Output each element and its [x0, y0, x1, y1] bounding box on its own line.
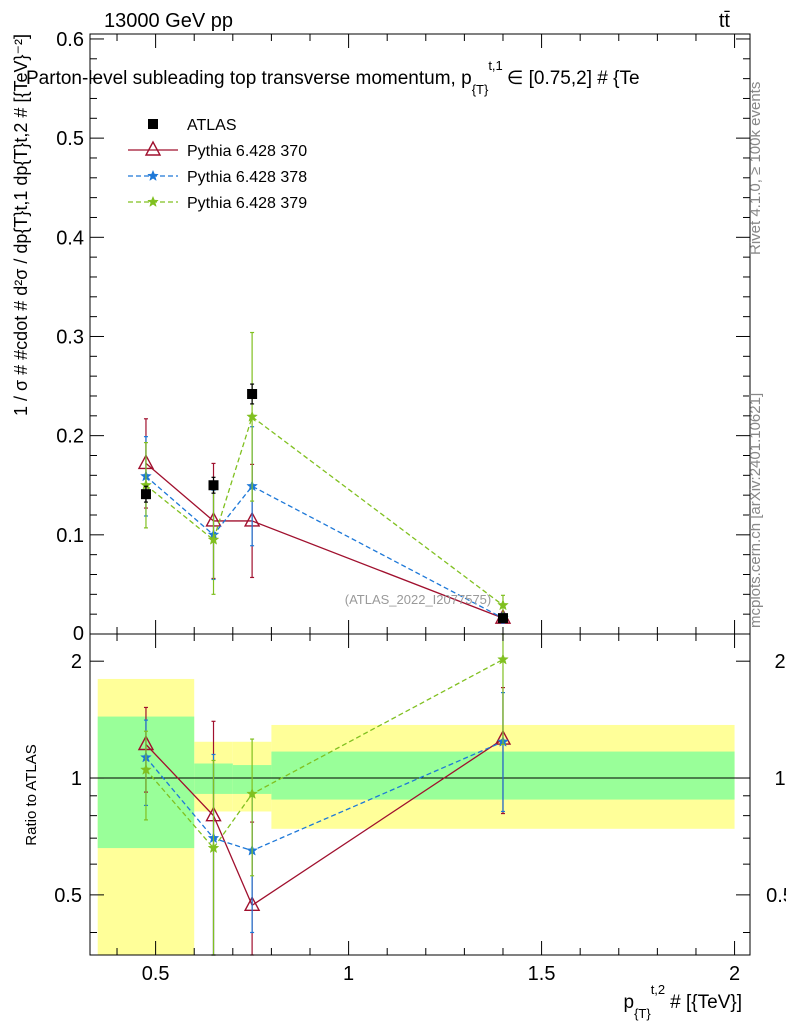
atlas-point-1 [208, 480, 219, 491]
legend: ATLAS Pythia 6.428 370 Pythia 6.428 378 Pyt… [128, 117, 307, 212]
x-tick-label-2: 1.5 [528, 963, 556, 985]
legend-series-0-label: Pythia 6.428 370 [187, 143, 307, 160]
series-2-ratio-err-2 [250, 738, 255, 877]
axis-tick-labels: 0.5 1 1.5 2 0.1 0.2 0.3 0.4 0.5 0.6 0 0.5 0.5 1 1 2 2 [54, 29, 786, 985]
x-tick-label-3: 2 [729, 963, 740, 985]
ratio-tick-label-left-0: 0.5 [54, 885, 82, 907]
y-tick-label-4: 0.5 [56, 128, 84, 150]
series-2-ratio-line [145, 658, 504, 850]
legend-series-1-marker [147, 169, 159, 181]
series-2-ratio-err-0 [143, 730, 148, 821]
series-1-line [145, 475, 504, 619]
y-tick-label-3: 0.4 [56, 227, 84, 249]
x-tick-label-1: 1 [343, 963, 354, 985]
series-0-ratio-line [145, 738, 504, 907]
atlas-point-0 [140, 489, 151, 500]
legend-series-1-label: Pythia 6.428 378 [187, 169, 307, 186]
process-label: tt̄ [719, 10, 731, 32]
series-0-line [145, 462, 504, 619]
energy-label: 13000 GeV pp [104, 10, 233, 32]
series-2-ratio-point-3 [497, 653, 509, 665]
y-axis-label-main: 1 / σ # #cdot # d²σ / dp{T}t,1 dp{T}t,2 … [11, 34, 31, 416]
legend-series-2-label: Pythia 6.428 379 [187, 195, 307, 212]
source-label: mcplots.cern.ch [arXiv:2401.10621] [747, 393, 764, 628]
x-tick-label-0: 0.5 [142, 963, 170, 985]
y-tick-label-2: 0.3 [56, 326, 84, 348]
axes-frames [89, 33, 751, 956]
ratio-tick-label-right-2: 2 [774, 651, 785, 673]
y-tick-label-zero: 0 [73, 623, 84, 645]
legend-atlas-label: ATLAS [187, 117, 237, 134]
plot-title: Parton-level subleading top transverse m… [26, 58, 640, 97]
x-axis-label: p{T}t,2# [{TeV}] [623, 982, 742, 1021]
ratio-tick-label-right-0: 0.5 [766, 885, 786, 907]
y-tick-label-5: 0.6 [56, 29, 84, 51]
series-2-ratio-point-0 [140, 763, 152, 775]
y-tick-label-1: 0.2 [56, 426, 84, 448]
atlas-point-2 [247, 389, 258, 399]
series-2-ratio-point-1 [207, 841, 220, 854]
series-1-ratio-line [145, 741, 504, 852]
series-2-ratio-point-2 [246, 787, 258, 799]
analysis-watermark: (ATLAS_2022_I2077575) [345, 592, 491, 607]
atlas-data-points [140, 383, 508, 624]
y-axis-label-ratio: Ratio to ATLAS [23, 744, 40, 845]
ratio-tick-label-right-1: 1 [774, 768, 785, 790]
series-2-line [145, 415, 504, 606]
series-2-main [140, 331, 509, 616]
legend-series-2-marker [147, 195, 159, 207]
axis-ticks [90, 34, 750, 955]
legend-series-0-marker [144, 140, 162, 156]
ratio-frame [89, 633, 751, 956]
series-2-point-2 [246, 410, 258, 422]
main-series [137, 331, 512, 624]
series-2-ratio [140, 633, 509, 956]
series-2-point-3 [497, 598, 509, 611]
legend-atlas-marker [148, 119, 158, 129]
ratio-uncertainty-bands [97, 678, 735, 955]
ratio-series [137, 633, 512, 956]
atlas-point-3 [497, 613, 508, 624]
ratio-tick-label-left-2: 2 [71, 651, 82, 673]
series-2-point-1 [207, 533, 220, 545]
rivet-label: Rivet 4.1.0, ≥ 100k events [747, 82, 764, 255]
ratio-tick-label-left-1: 1 [71, 768, 82, 790]
y-tick-label-0: 0.1 [56, 525, 84, 547]
